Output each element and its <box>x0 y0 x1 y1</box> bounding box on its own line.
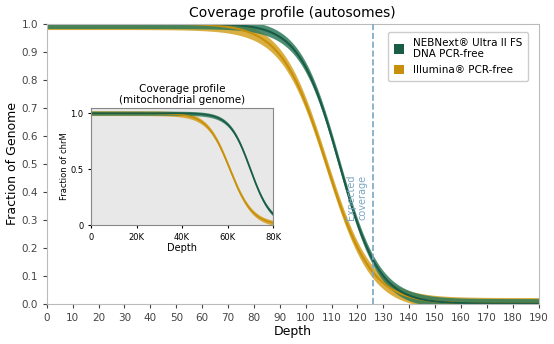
Text: Expected
coverage: Expected coverage <box>346 174 368 220</box>
Title: Coverage profile (autosomes): Coverage profile (autosomes) <box>189 6 396 20</box>
Y-axis label: Fraction of Genome: Fraction of Genome <box>6 102 18 225</box>
X-axis label: Depth: Depth <box>274 325 312 338</box>
Legend: NEBNext® Ultra II FS
DNA PCR-free, Illumina® PCR-free: NEBNext® Ultra II FS DNA PCR-free, Illum… <box>388 32 529 81</box>
